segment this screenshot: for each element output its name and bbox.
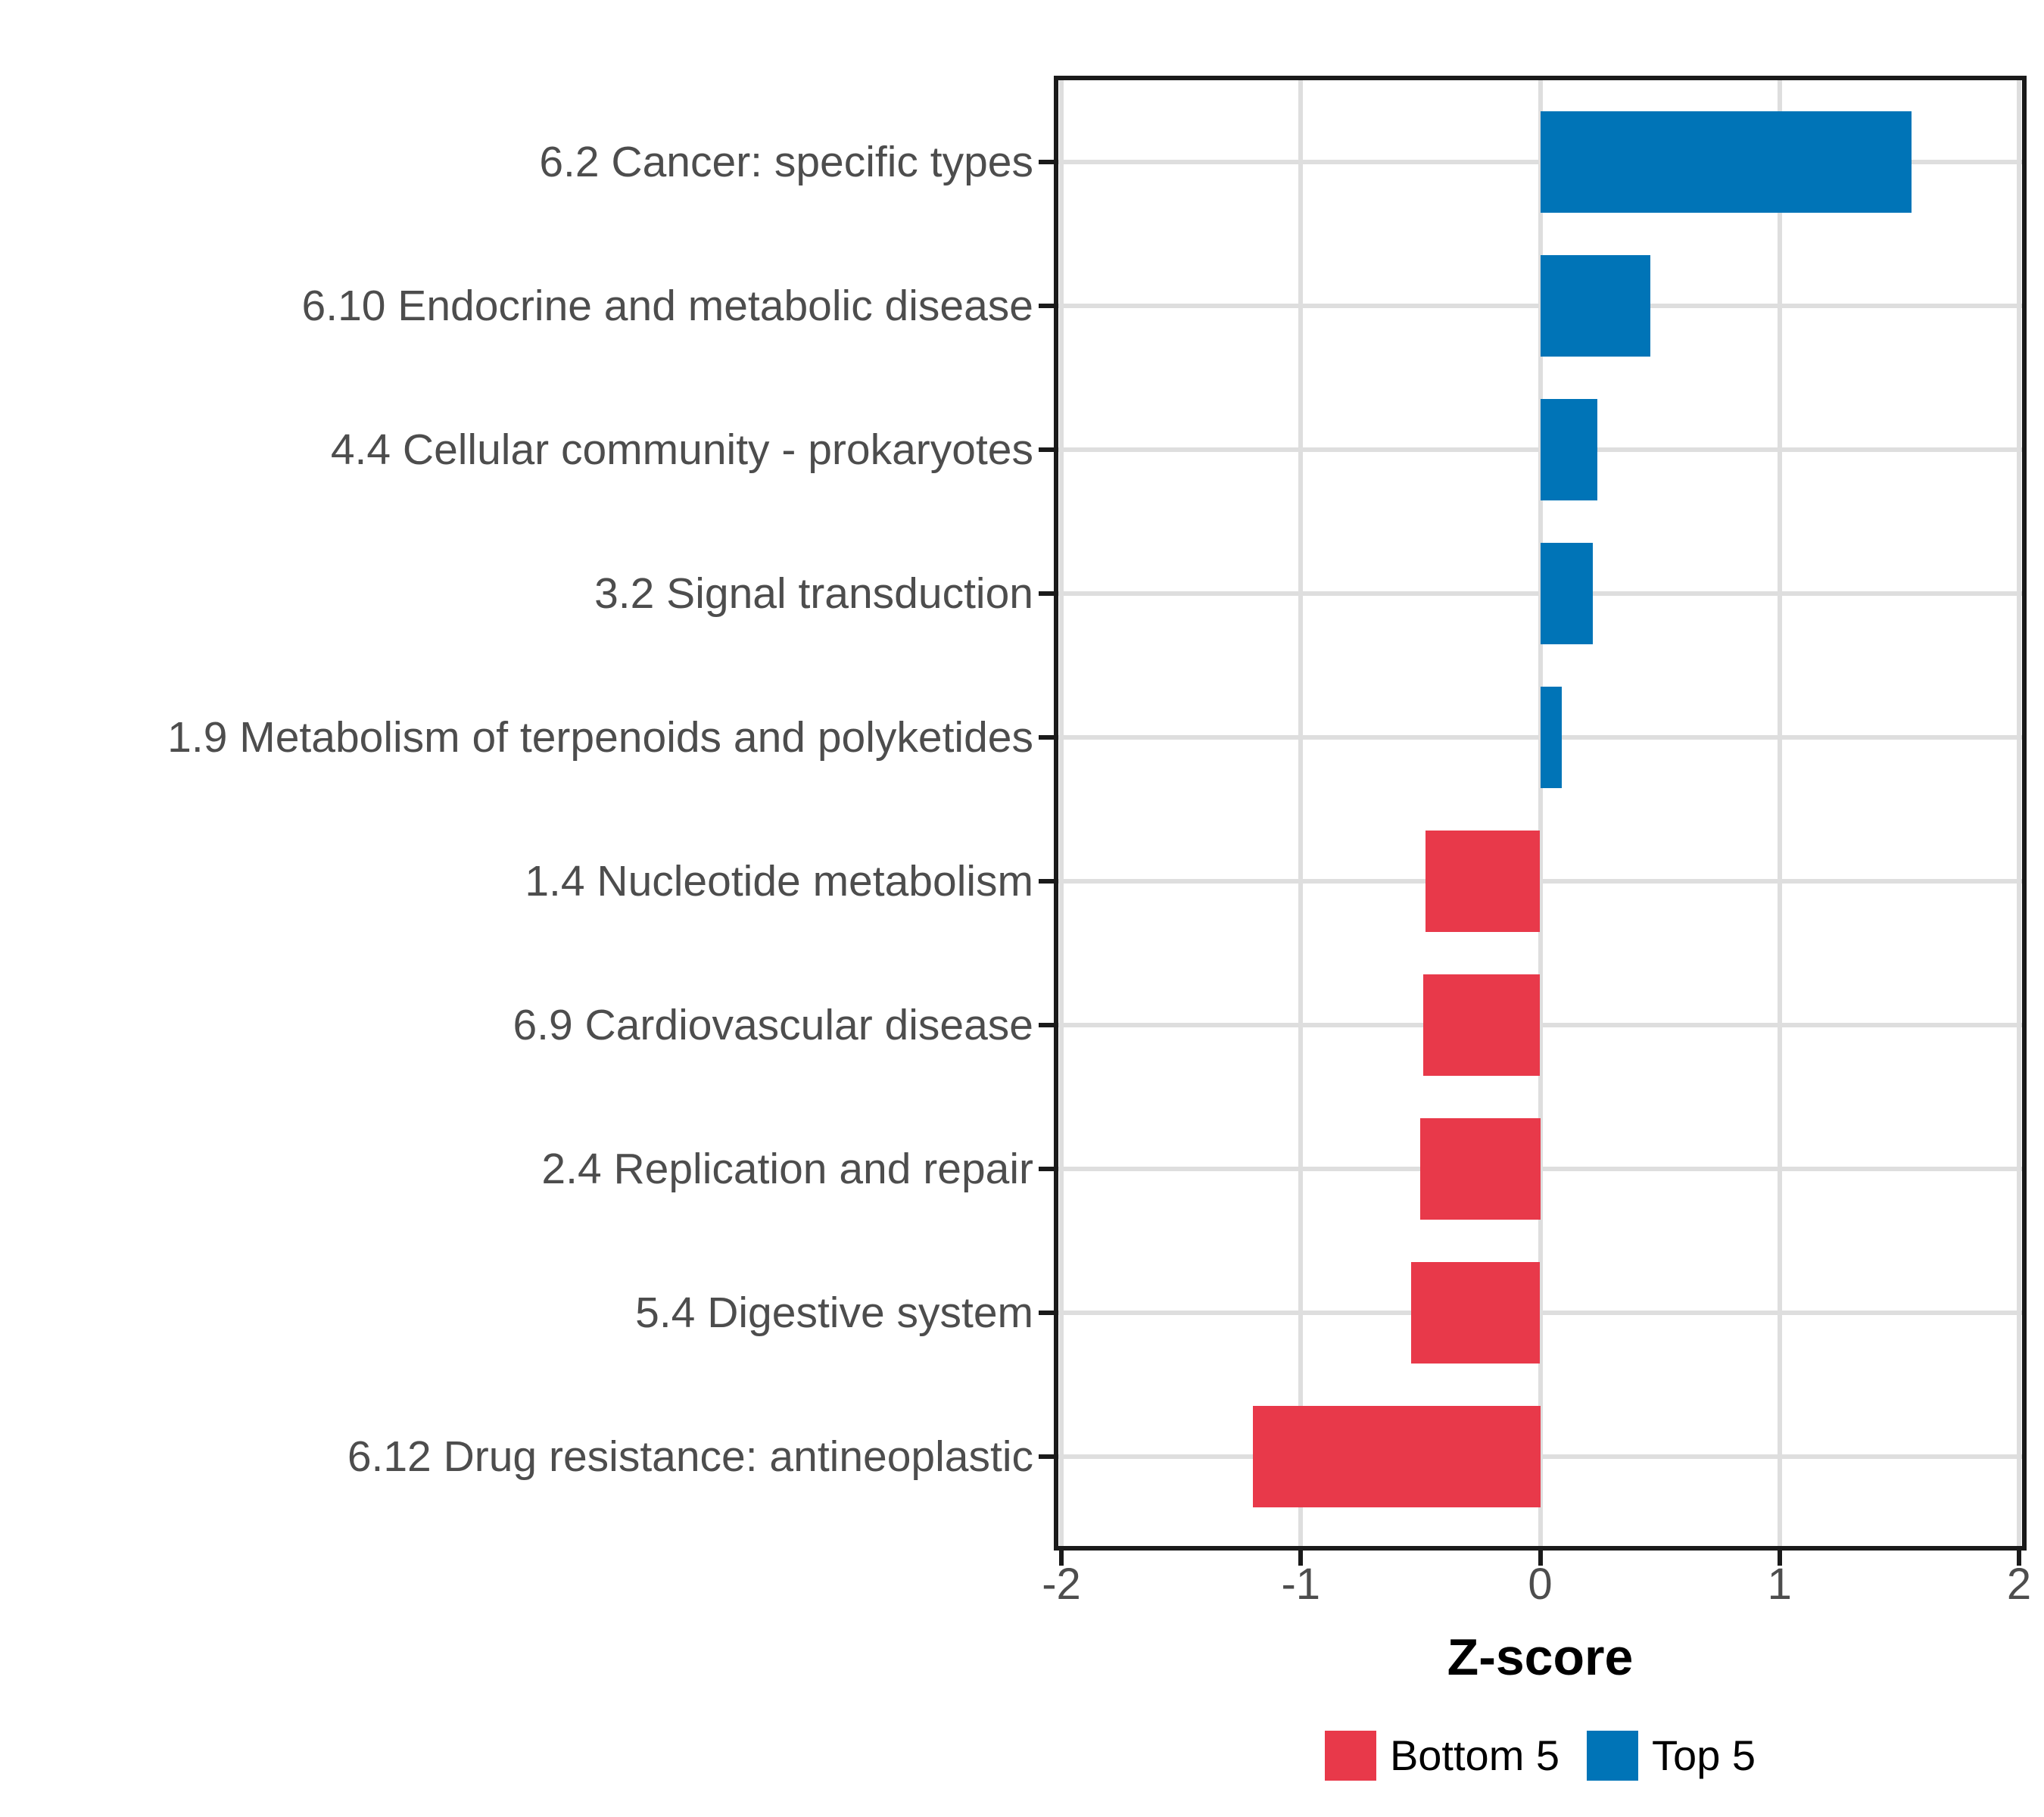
y-gridline <box>1054 1311 2027 1315</box>
category-label: 6.9 Cardiovascular disease <box>513 1001 1033 1049</box>
legend-item: Bottom 5 <box>1324 1731 1560 1781</box>
y-axis-tick <box>1039 591 1054 596</box>
y-gridline <box>1054 1023 2027 1027</box>
x-axis-tick <box>1059 1551 1064 1566</box>
x-tick-label: 2 <box>2006 1560 2032 1609</box>
y-axis-tick <box>1039 1454 1054 1459</box>
x-tick-label: -2 <box>1042 1560 1081 1609</box>
legend-swatch <box>1587 1731 1639 1781</box>
bar <box>1253 1406 1541 1507</box>
legend: Bottom 5 Top 5 <box>1054 1731 2027 1781</box>
x-tick-label: -1 <box>1281 1560 1321 1609</box>
x-axis-tick <box>1538 1551 1543 1566</box>
y-axis-tick <box>1039 160 1054 164</box>
legend-label: Bottom 5 <box>1389 1731 1560 1779</box>
category-label: 5.4 Digestive system <box>635 1289 1033 1337</box>
x-tick-label: 1 <box>1767 1560 1792 1609</box>
y-axis-tick <box>1039 304 1054 308</box>
category-label: 6.12 Drug resistance: antineoplastic <box>347 1432 1033 1481</box>
x-gridline <box>1298 76 1304 1551</box>
y-axis-tick <box>1039 1023 1054 1027</box>
bar <box>1422 974 1541 1076</box>
bar <box>1540 111 1912 213</box>
y-axis-tick <box>1039 447 1054 452</box>
x-gridline <box>2017 76 2021 1551</box>
category-label: 6.10 Endocrine and metabolic disease <box>301 282 1033 330</box>
bar <box>1540 255 1650 357</box>
category-label: 3.2 Signal transduction <box>594 569 1033 618</box>
x-axis-tick <box>2017 1551 2021 1566</box>
legend-item: Top 5 <box>1587 1731 1756 1781</box>
category-label: 4.4 Cellular community - prokaryotes <box>330 425 1033 474</box>
x-axis-tick <box>1298 1551 1304 1566</box>
bar <box>1425 831 1541 932</box>
y-gridline <box>1054 1454 2027 1459</box>
x-gridline <box>1538 76 1543 1551</box>
x-gridline <box>1059 76 1064 1551</box>
category-label: 2.4 Replication and repair <box>541 1145 1033 1193</box>
y-axis-tick <box>1039 879 1054 884</box>
y-axis-tick <box>1039 1311 1054 1315</box>
bar <box>1420 1118 1541 1220</box>
y-axis-tick <box>1039 1167 1054 1171</box>
category-label: 1.4 Nucleotide metabolism <box>525 857 1033 905</box>
bar <box>1410 1262 1541 1364</box>
bar <box>1540 543 1594 644</box>
y-axis-tick <box>1039 735 1054 740</box>
bar <box>1540 399 1598 500</box>
legend-swatch <box>1324 1731 1376 1781</box>
y-gridline <box>1054 1167 2027 1171</box>
legend-label: Top 5 <box>1652 1731 1756 1779</box>
y-gridline <box>1054 879 2027 884</box>
category-label: 1.9 Metabolism of terpenoids and polyket… <box>167 713 1033 762</box>
x-gridline <box>1777 76 1782 1551</box>
bar <box>1540 687 1562 788</box>
x-axis-title: Z-score <box>1447 1628 1634 1686</box>
x-axis-tick <box>1777 1551 1782 1566</box>
x-tick-label: 0 <box>1528 1560 1553 1609</box>
category-label: 6.2 Cancer: specific types <box>539 138 1033 186</box>
